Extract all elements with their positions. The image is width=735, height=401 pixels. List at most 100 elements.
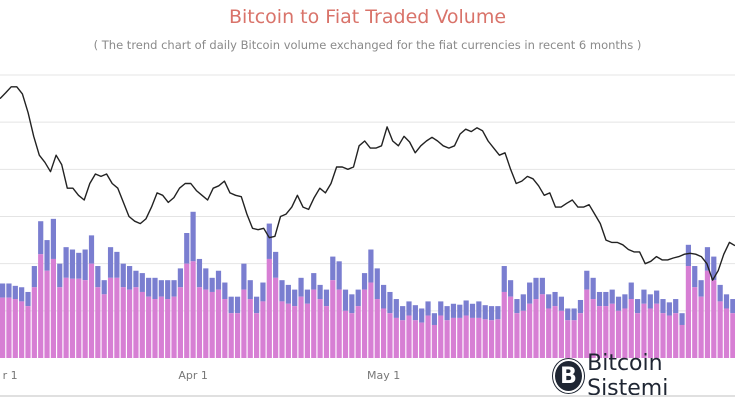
bar-lower-segment	[666, 315, 672, 358]
bar-upper-segment	[184, 233, 190, 264]
bar-upper-segment	[349, 294, 355, 314]
bar-lower-segment	[279, 301, 285, 358]
bar-upper-segment	[355, 289, 361, 307]
bar-upper-segment	[635, 299, 641, 314]
bar-upper-segment	[622, 294, 628, 309]
bar-lower-segment	[76, 278, 82, 358]
bar-upper-segment	[463, 300, 469, 316]
trend-line-path	[0, 86, 735, 281]
bar-upper-segment	[171, 280, 177, 297]
bar-lower-segment	[158, 296, 164, 358]
bar-upper-segment	[698, 280, 704, 297]
bar-upper-segment	[190, 211, 196, 262]
bar-lower-segment	[95, 287, 101, 358]
bar-upper-segment	[44, 240, 50, 271]
bar-lower-segment	[514, 313, 520, 358]
bar-lower-segment	[6, 297, 12, 358]
bar-lower-segment	[406, 315, 412, 358]
bar-lower-segment	[501, 291, 507, 358]
bar-upper-segment	[673, 299, 679, 314]
bar-upper-segment	[38, 221, 44, 255]
bar-upper-segment	[457, 304, 463, 318]
bar-upper-segment	[533, 277, 539, 300]
bar-lower-segment	[215, 289, 222, 358]
bar-upper-segment	[387, 291, 393, 314]
bar-lower-segment	[317, 299, 323, 358]
bar-lower-segment	[0, 297, 6, 358]
bar-lower-segment	[139, 291, 145, 358]
bar-upper-segment	[488, 306, 495, 321]
bar-lower-segment	[114, 277, 120, 358]
bar-upper-segment	[95, 266, 101, 288]
bar-upper-segment	[368, 249, 374, 283]
bar-lower-segment	[469, 317, 476, 358]
bar-lower-segment	[711, 280, 717, 358]
bar-upper-segment	[520, 294, 526, 311]
bar-upper-segment	[120, 263, 126, 288]
bar-upper-segment	[285, 284, 291, 304]
bar-lower-segment	[31, 287, 37, 358]
bar-upper-segment	[311, 273, 317, 290]
bar-upper-segment	[628, 282, 634, 300]
bar-upper-segment	[234, 296, 241, 314]
bar-upper-segment	[692, 266, 698, 288]
bar-upper-segment	[266, 223, 272, 259]
bar-upper-segment	[101, 280, 107, 295]
bar-lower-segment	[196, 287, 203, 358]
bar-upper-segment	[482, 305, 488, 320]
bar-upper-segment	[260, 282, 266, 302]
bar-lower-segment	[596, 306, 603, 358]
bar-lower-segment	[57, 287, 63, 358]
bar-lower-segment	[698, 296, 704, 358]
bar-lower-segment	[603, 306, 609, 358]
bar-lower-segment	[323, 306, 330, 358]
bar-lower-segment	[552, 306, 558, 358]
bar-upper-segment	[444, 306, 450, 321]
bar-lower-segment	[635, 313, 641, 358]
bar-upper-segment	[63, 247, 69, 278]
bar-upper-segment	[584, 270, 590, 290]
bar-upper-segment	[152, 277, 158, 300]
bar-upper-segment	[158, 280, 164, 297]
bar-lower-segment	[107, 277, 114, 358]
bar-lower-segment	[241, 289, 247, 358]
bar-lower-segment	[717, 301, 723, 358]
bar-lower-segment	[273, 277, 279, 358]
bar-upper-segment	[469, 303, 476, 318]
bar-lower-segment	[533, 299, 539, 358]
bar-lower-segment	[342, 310, 349, 358]
bar-lower-segment	[660, 313, 666, 358]
bar-lower-segment	[577, 313, 584, 358]
bar-lower-segment	[412, 320, 418, 358]
bar-upper-segment	[196, 258, 203, 288]
bar-upper-segment	[50, 218, 56, 259]
bar-upper-segment	[165, 280, 171, 300]
bars	[0, 211, 735, 358]
bar-upper-segment	[292, 289, 298, 307]
bar-lower-segment	[444, 320, 450, 358]
chart-title: Bitcoin to Fiat Traded Volume	[228, 6, 507, 28]
bar-upper-segment	[527, 282, 533, 304]
bar-lower-segment	[450, 317, 457, 358]
bar-upper-segment	[177, 268, 183, 288]
bar-upper-segment	[425, 301, 431, 316]
bar-lower-segment	[654, 303, 660, 358]
bar-lower-segment	[266, 258, 272, 358]
bar-lower-segment	[38, 254, 44, 358]
bar-upper-segment	[133, 270, 139, 288]
bar-upper-segment	[552, 291, 558, 307]
bar-lower-segment	[165, 299, 171, 358]
bar-upper-segment	[0, 283, 6, 298]
bar-lower-segment	[641, 303, 647, 358]
bar-upper-segment	[317, 284, 323, 300]
bar-upper-segment	[647, 294, 653, 309]
bar-upper-segment	[565, 308, 571, 321]
bar-lower-segment	[355, 306, 361, 358]
bar-upper-segment	[596, 291, 603, 307]
bar-upper-segment	[304, 289, 310, 304]
bar-upper-segment	[495, 306, 501, 320]
bar-upper-segment	[25, 291, 31, 307]
bar-lower-segment	[565, 320, 571, 358]
bar-upper-segment	[501, 266, 507, 292]
bar-upper-segment	[723, 294, 730, 309]
